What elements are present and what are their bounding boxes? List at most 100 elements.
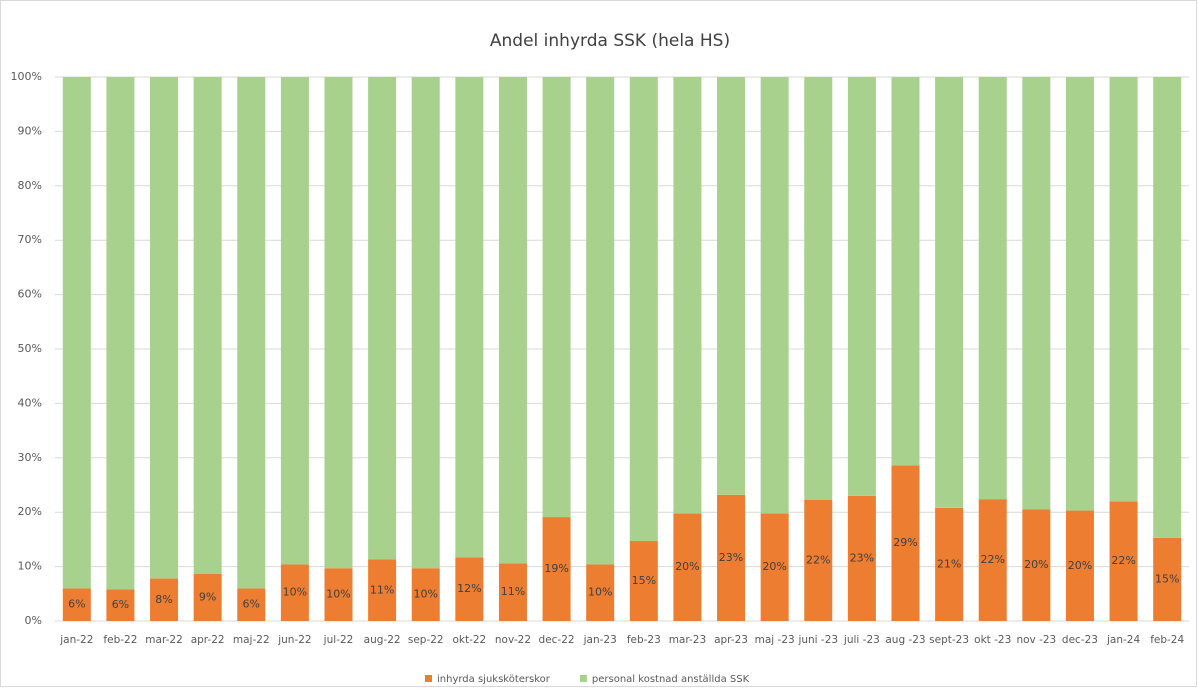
chart-title: Andel inhyrda SSK (hela HS): [490, 31, 730, 51]
x-tick-label: apr-23: [714, 634, 748, 646]
bar-segment: [717, 77, 746, 495]
x-tick-label: juni -23: [797, 634, 838, 646]
data-label: 19%: [544, 562, 568, 575]
y-tick-label: 30%: [18, 451, 42, 464]
data-label: 9%: [199, 590, 216, 603]
x-tick-label: maj -23: [755, 634, 795, 646]
bar-segment: [1153, 77, 1182, 538]
x-tick-label: jan-24: [1106, 634, 1140, 646]
data-label: 20%: [1068, 559, 1092, 572]
data-label: 22%: [1111, 554, 1135, 567]
data-label: 20%: [675, 560, 699, 573]
data-label: 10%: [414, 588, 438, 601]
bar-segment: [673, 513, 702, 621]
x-tick-label: jan-23: [583, 634, 617, 646]
bar-segment: [1022, 77, 1051, 510]
y-tick-label: 100%: [11, 70, 42, 83]
bar-segment: [717, 494, 746, 621]
data-label: 23%: [850, 551, 874, 564]
bar-segment: [935, 507, 964, 621]
legend-swatch: [425, 675, 432, 682]
bar-segment: [629, 77, 658, 542]
data-label: 29%: [893, 536, 917, 549]
bar-segment: [586, 77, 615, 565]
data-label: 10%: [588, 586, 612, 599]
data-label: 20%: [1024, 558, 1048, 571]
x-tick-label: aug -23: [885, 634, 925, 646]
x-tick-label: maj-22: [233, 634, 270, 646]
bar-segment: [804, 499, 833, 621]
x-tick-label: nov -23: [1016, 634, 1056, 646]
x-tick-label: feb-24: [1150, 634, 1184, 646]
x-tick-label: sep-22: [408, 634, 444, 646]
x-tick-label: nov-22: [495, 634, 531, 646]
y-tick-label: 0%: [25, 614, 42, 627]
data-label: 23%: [719, 551, 743, 564]
y-tick-label: 90%: [18, 124, 42, 137]
bar-segment: [411, 77, 440, 569]
bar-segment: [324, 77, 353, 569]
data-label: 11%: [501, 585, 525, 598]
bar-segment: [760, 513, 789, 621]
y-tick-label: 40%: [18, 396, 42, 409]
bar-segment: [1065, 77, 1094, 511]
bar-segment: [280, 77, 309, 565]
x-tick-label: dec-22: [539, 634, 575, 646]
bar-segment: [455, 557, 484, 621]
bar-segment: [542, 517, 571, 621]
y-tick-label: 70%: [18, 233, 42, 246]
x-tick-label: okt-22: [452, 634, 486, 646]
y-tick-label: 50%: [18, 342, 42, 355]
bar-segment: [542, 77, 571, 518]
bar-segment: [1153, 537, 1182, 621]
data-label: 12%: [457, 582, 481, 595]
bar-segment: [324, 568, 353, 621]
x-tick-label: jul-22: [323, 634, 354, 646]
data-label: 6%: [112, 598, 129, 611]
data-label: 22%: [806, 553, 830, 566]
x-tick-label: juli -23: [843, 634, 880, 646]
legend-swatch: [579, 675, 587, 682]
bar-segment: [1022, 509, 1051, 621]
x-tick-label: aug-22: [364, 634, 401, 646]
bar-segment: [978, 77, 1007, 500]
x-tick-label: feb-23: [627, 634, 661, 646]
x-tick-label: okt -23: [974, 634, 1011, 646]
bar-segment: [368, 77, 397, 560]
y-tick-label: 20%: [18, 505, 42, 518]
data-label: 11%: [370, 583, 394, 596]
data-label: 6%: [243, 598, 260, 611]
bar-segment: [106, 77, 135, 590]
bar-segment: [411, 568, 440, 621]
bar-segment: [62, 77, 91, 589]
x-tick-label: mar-23: [669, 634, 706, 646]
y-tick-label: 10%: [18, 560, 42, 573]
bar-segment: [237, 77, 266, 589]
data-label: 6%: [68, 598, 85, 611]
y-tick-label: 60%: [18, 288, 42, 301]
data-label: 20%: [762, 560, 786, 573]
bar-segment: [150, 77, 179, 579]
x-tick-label: feb-22: [103, 634, 137, 646]
data-label: 15%: [1155, 572, 1179, 585]
legend-label: inhyrda sjuksköterskor: [437, 674, 551, 685]
bar-segment: [455, 77, 484, 558]
bar-segment: [935, 77, 964, 508]
bar-segment: [673, 77, 702, 514]
bar-segment: [978, 499, 1007, 621]
bar-segment: [1109, 77, 1138, 502]
x-tick-label: apr-22: [191, 634, 225, 646]
bar-segment: [586, 564, 615, 621]
bar-segment: [804, 77, 833, 500]
x-tick-label: jan-22: [59, 634, 93, 646]
bar-segment: [847, 495, 876, 621]
data-label: 21%: [937, 557, 961, 570]
bar-segment: [106, 589, 135, 621]
bar-segment: [280, 564, 309, 621]
y-tick-label: 80%: [18, 179, 42, 192]
x-tick-label: dec-23: [1062, 634, 1098, 646]
bar-segment: [891, 465, 920, 621]
legend-label: personal kostnad anställda SSK: [592, 674, 750, 685]
bar-segment: [760, 77, 789, 514]
